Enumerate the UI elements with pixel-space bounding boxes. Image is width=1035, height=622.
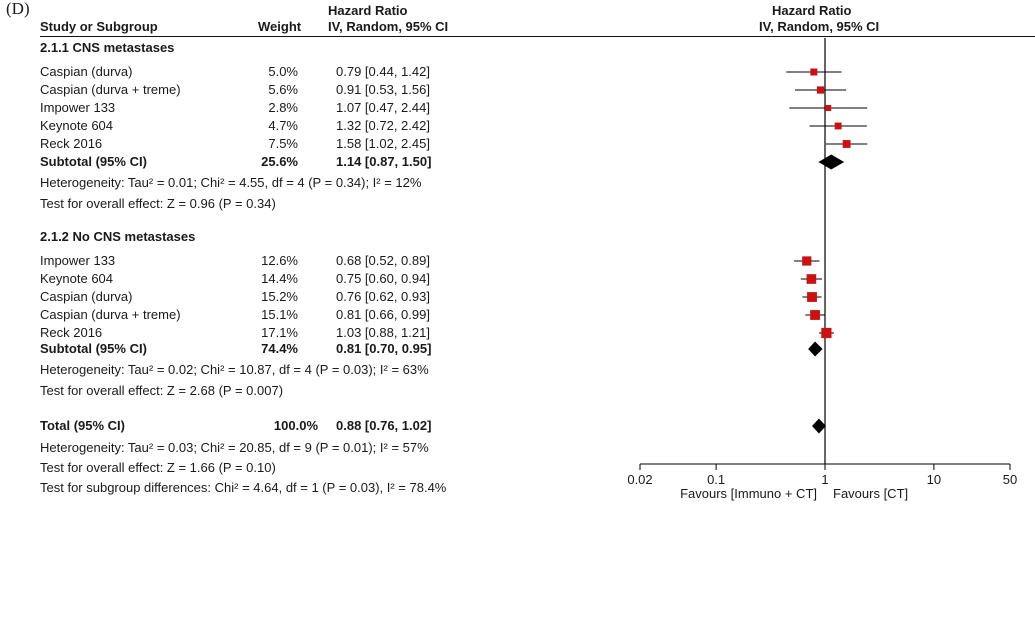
plot-method-header: IV, Random, 95% CI <box>759 19 880 34</box>
hr-column-title: Hazard Ratio <box>328 3 408 18</box>
study-point-marker <box>810 310 820 320</box>
study-weight: 15.2% <box>261 289 298 304</box>
study-weight: 15.1% <box>261 307 298 322</box>
study-ci-text: 1.32 [0.72, 2.42] <box>336 118 430 133</box>
x-tick-label: 0.02 <box>627 472 652 487</box>
total-ci-text: 0.88 [0.76, 1.02] <box>336 418 432 433</box>
study-weight: 12.6% <box>261 253 298 268</box>
study-point-marker <box>821 327 832 339</box>
header-rule <box>40 36 1035 37</box>
subgroup-differences-text: Test for subgroup differences: Chi² = 4.… <box>40 480 447 495</box>
favours-left-label: Favours [Immuno + CT] <box>680 486 817 501</box>
plot-column-title: Hazard Ratio <box>772 3 852 18</box>
study-name: Reck 2016 <box>40 136 103 151</box>
subgroup-title: 2.1.2 No CNS metastases <box>40 229 196 244</box>
heterogeneity-text: Heterogeneity: Tau² = 0.02; Chi² = 10.87… <box>40 362 429 377</box>
study-name: Reck 2016 <box>40 325 103 340</box>
weight-column-header: Weight <box>258 19 302 34</box>
study-weight: 2.8% <box>268 100 298 115</box>
study-weight: 17.1% <box>261 325 298 340</box>
study-name: Caspian (durva) <box>40 64 133 79</box>
pooled-diamond <box>808 341 823 357</box>
study-ci-text: 1.58 [1.02, 2.45] <box>336 136 430 151</box>
study-ci-text: 0.76 [0.62, 0.93] <box>336 289 430 304</box>
subtotal-weight: 25.6% <box>261 154 298 169</box>
study-ci-text: 1.03 [0.88, 1.21] <box>336 325 430 340</box>
overall-effect-text: Test for overall effect: Z = 0.96 (P = 0… <box>40 196 276 211</box>
x-tick-label: 1 <box>821 472 828 487</box>
study-name: Caspian (durva + treme) <box>40 307 181 322</box>
study-point-marker <box>802 256 812 266</box>
study-weight: 5.6% <box>268 82 298 97</box>
panel-label: (D) <box>6 0 30 18</box>
pooled-diamond <box>812 418 826 434</box>
study-weight: 5.0% <box>268 64 298 79</box>
total-label: Total (95% CI) <box>40 418 125 433</box>
study-name: Keynote 604 <box>40 271 114 286</box>
hr-method-header: IV, Random, 95% CI <box>328 19 449 34</box>
study-name: Caspian (durva + treme) <box>40 82 181 97</box>
study-point-marker <box>810 68 818 76</box>
subtotal-label: Subtotal (95% CI) <box>40 341 147 356</box>
study-weight: 14.4% <box>261 271 298 286</box>
favours-right-label: Favours [CT] <box>833 486 908 501</box>
pooled-diamond <box>818 154 845 170</box>
x-tick-label: 0.1 <box>707 472 725 487</box>
study-name: Caspian (durva) <box>40 289 133 304</box>
study-ci-text: 0.79 [0.44, 1.42] <box>336 64 430 79</box>
heterogeneity-text: Heterogeneity: Tau² = 0.01; Chi² = 4.55,… <box>40 175 422 190</box>
subtotal-ci-text: 1.14 [0.87, 1.50] <box>336 154 432 169</box>
study-point-marker <box>842 140 851 148</box>
study-name: Impower 133 <box>40 253 116 268</box>
study-point-marker <box>825 104 832 112</box>
study-ci-text: 0.91 [0.53, 1.56] <box>336 82 430 97</box>
study-name: Impower 133 <box>40 100 116 115</box>
study-point-marker <box>834 122 842 130</box>
study-name: Keynote 604 <box>40 118 114 133</box>
study-point-marker <box>807 292 817 302</box>
x-tick-label: 10 <box>927 472 941 487</box>
x-tick-label: 50 <box>1003 472 1017 487</box>
study-ci-text: 0.75 [0.60, 0.94] <box>336 271 430 286</box>
study-weight: 7.5% <box>268 136 298 151</box>
subtotal-label: Subtotal (95% CI) <box>40 154 147 169</box>
study-ci-text: 1.07 [0.47, 2.44] <box>336 100 430 115</box>
study-ci-text: 0.81 [0.66, 0.99] <box>336 307 430 322</box>
subtotal-weight: 74.4% <box>261 341 298 356</box>
overall-effect-text: Test for overall effect: Z = 2.68 (P = 0… <box>40 383 284 398</box>
study-weight: 4.7% <box>268 118 298 133</box>
study-point-marker <box>816 86 825 94</box>
study-ci-text: 0.68 [0.52, 0.89] <box>336 253 430 268</box>
subgroup-title: 2.1.1 CNS metastases <box>40 40 175 55</box>
subtotal-ci-text: 0.81 [0.70, 0.95] <box>336 341 432 356</box>
total-overall-effect-text: Test for overall effect: Z = 1.66 (P = 0… <box>40 460 276 475</box>
study-point-marker <box>806 274 817 284</box>
study-column-header: Study or Subgroup <box>40 19 158 34</box>
total-heterogeneity-text: Heterogeneity: Tau² = 0.03; Chi² = 20.85… <box>40 440 429 455</box>
total-weight: 100.0% <box>273 418 318 433</box>
